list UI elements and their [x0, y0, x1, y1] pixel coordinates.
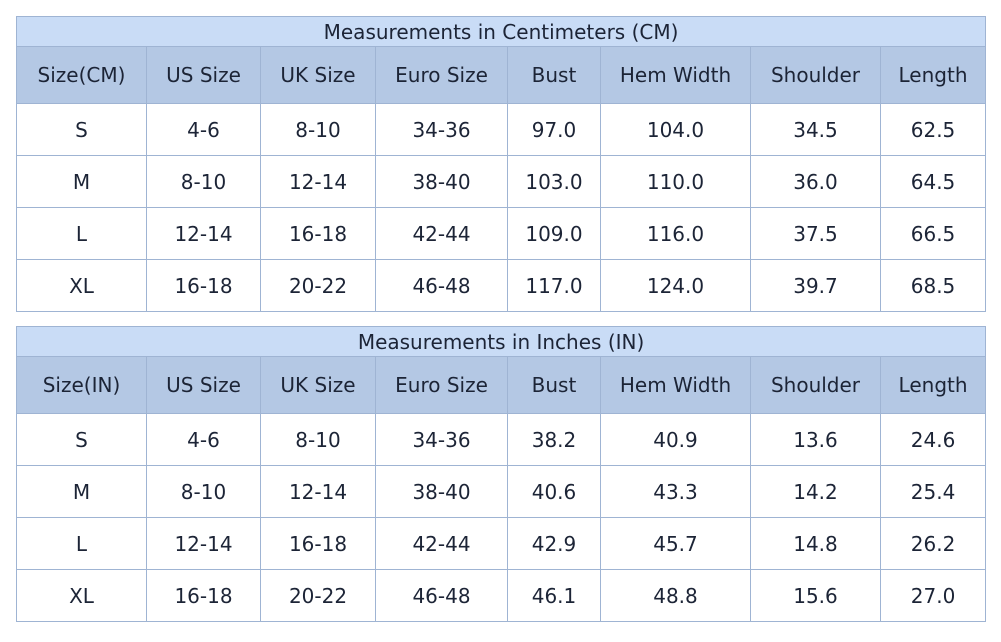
table-cell: 40.9	[600, 413, 751, 466]
column-header: Size(IN)	[16, 356, 147, 414]
table-cell: 16-18	[260, 207, 376, 260]
table-cell: 15.6	[750, 569, 881, 622]
table-cell: 8-10	[260, 413, 376, 466]
table-cell: 117.0	[507, 259, 601, 312]
table-cell: 42-44	[375, 517, 508, 570]
table-cell: XL	[16, 569, 147, 622]
table-cell: 34-36	[375, 413, 508, 466]
column-header: UK Size	[260, 356, 376, 414]
table-cell: L	[16, 517, 147, 570]
table-cell: 42-44	[375, 207, 508, 260]
table-cell: 13.6	[750, 413, 881, 466]
table-cell: 97.0	[507, 103, 601, 156]
column-header: UK Size	[260, 46, 376, 104]
table-cell: S	[16, 413, 147, 466]
column-header: Euro Size	[375, 356, 508, 414]
table-cell: 46-48	[375, 569, 508, 622]
table-cell: 37.5	[750, 207, 881, 260]
table-cell: 16-18	[260, 517, 376, 570]
table-row: XL 16-18 20-22 46-48 117.0 124.0 39.7 68.5	[16, 259, 987, 312]
table-cell: 62.5	[879, 103, 987, 156]
column-header: Shoulder	[750, 46, 881, 104]
table-cell: 110.0	[600, 155, 751, 208]
table-cell: 116.0	[600, 207, 751, 260]
table-cell: 45.7	[600, 517, 751, 570]
inch-size-table: Measurements in Inches (IN) Size(IN) US Si…	[15, 326, 987, 622]
table-title-row: Measurements in Centimeters (CM)	[15, 16, 987, 47]
table-row: XL 16-18 20-22 46-48 46.1 48.8 15.6 27.0	[16, 569, 987, 622]
table-cell: 4-6	[146, 413, 261, 466]
column-header: Bust	[507, 46, 601, 104]
table-cell: 8-10	[260, 103, 376, 156]
table-cell: 34.5	[750, 103, 881, 156]
table-cell: 39.7	[750, 259, 881, 312]
table-cell: S	[16, 103, 147, 156]
table-cell: 8-10	[146, 465, 261, 518]
table-cell: 16-18	[146, 259, 261, 312]
table-row: L 12-14 16-18 42-44 109.0 116.0 37.5 66.5	[16, 207, 987, 260]
table-cell: 124.0	[600, 259, 751, 312]
table-cell: 14.2	[750, 465, 881, 518]
table-cell: 68.5	[879, 259, 987, 312]
table-cell: XL	[16, 259, 147, 312]
table-cell: 64.5	[879, 155, 987, 208]
table-cell: 4-6	[146, 103, 261, 156]
table-cell: 38.2	[507, 413, 601, 466]
column-header: Bust	[507, 356, 601, 414]
table-cell: M	[16, 465, 147, 518]
column-header: US Size	[146, 46, 261, 104]
column-header: Hem Width	[600, 356, 751, 414]
table-cell: 38-40	[375, 155, 508, 208]
table-row: S 4-6 8-10 34-36 97.0 104.0 34.5 62.5	[16, 103, 987, 156]
column-header: Size(CM)	[16, 46, 147, 104]
table-row: L 12-14 16-18 42-44 42.9 45.7 14.8 26.2	[16, 517, 987, 570]
table-cell: 12-14	[260, 465, 376, 518]
table-cell: 66.5	[879, 207, 987, 260]
table-cell: L	[16, 207, 147, 260]
column-header: US Size	[146, 356, 261, 414]
table-cell: 48.8	[600, 569, 751, 622]
table-cell: 8-10	[146, 155, 261, 208]
cm-size-table: Measurements in Centimeters (CM) Size(CM)…	[15, 16, 987, 312]
table-title: Measurements in Inches (IN)	[15, 326, 987, 357]
column-header: Hem Width	[600, 46, 751, 104]
table-cell: 46-48	[375, 259, 508, 312]
table-cell: 16-18	[146, 569, 261, 622]
table-cell: 36.0	[750, 155, 881, 208]
table-cell: 38-40	[375, 465, 508, 518]
table-cell: 20-22	[260, 259, 376, 312]
column-header: Length	[879, 356, 987, 414]
table-cell: 25.4	[879, 465, 987, 518]
table-cell: 109.0	[507, 207, 601, 260]
column-header: Euro Size	[375, 46, 508, 104]
table-cell: 27.0	[879, 569, 987, 622]
header-row: Size(IN) US Size UK Size Euro Size Bust Hem W…	[16, 356, 987, 414]
table-cell: 43.3	[600, 465, 751, 518]
table-title-row: Measurements in Inches (IN)	[15, 326, 987, 357]
table-cell: 12-14	[260, 155, 376, 208]
table-cell: 12-14	[146, 517, 261, 570]
column-header: Shoulder	[750, 356, 881, 414]
header-row: Size(CM) US Size UK Size Euro Size Bust Hem W…	[16, 46, 987, 104]
column-header: Length	[879, 46, 987, 104]
table-cell: M	[16, 155, 147, 208]
table-cell: 42.9	[507, 517, 601, 570]
table-cell: 103.0	[507, 155, 601, 208]
table-cell: 24.6	[879, 413, 987, 466]
table-cell: 104.0	[600, 103, 751, 156]
table-row: M 8-10 12-14 38-40 103.0 110.0 36.0 64.5	[16, 155, 987, 208]
table-title: Measurements in Centimeters (CM)	[15, 16, 987, 47]
table-cell: 12-14	[146, 207, 261, 260]
table-row: M 8-10 12-14 38-40 40.6 43.3 14.2 25.4	[16, 465, 987, 518]
table-cell: 46.1	[507, 569, 601, 622]
table-cell: 20-22	[260, 569, 376, 622]
table-cell: 26.2	[879, 517, 987, 570]
table-cell: 14.8	[750, 517, 881, 570]
table-row: S 4-6 8-10 34-36 38.2 40.9 13.6 24.6	[16, 413, 987, 466]
table-cell: 40.6	[507, 465, 601, 518]
table-cell: 34-36	[375, 103, 508, 156]
